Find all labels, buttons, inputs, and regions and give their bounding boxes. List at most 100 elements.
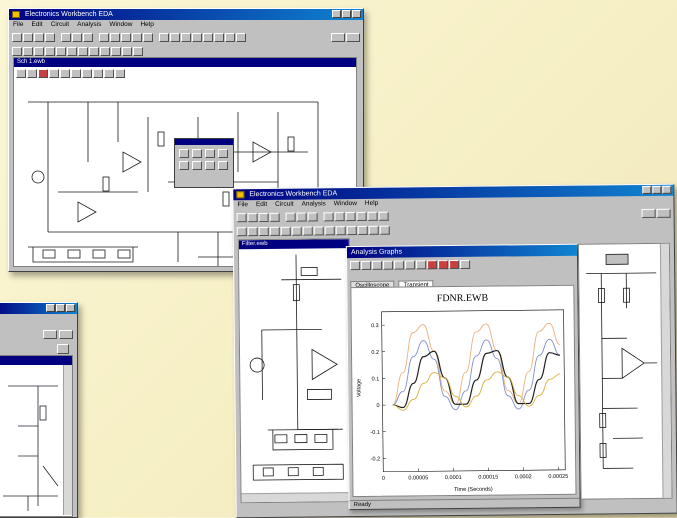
close-button[interactable] bbox=[66, 304, 75, 312]
save-icon[interactable] bbox=[34, 33, 44, 42]
component-indicator-icon[interactable] bbox=[225, 33, 235, 42]
pause-icon[interactable] bbox=[642, 208, 656, 217]
instrument-button[interactable] bbox=[218, 149, 228, 158]
menu-help[interactable]: Help bbox=[365, 199, 378, 209]
part-bin-icon[interactable] bbox=[89, 47, 99, 56]
grapher-button[interactable] bbox=[405, 260, 415, 269]
part-bin-icon[interactable] bbox=[369, 225, 379, 234]
component-instrument-icon[interactable] bbox=[236, 33, 246, 42]
grapher-button[interactable] bbox=[372, 260, 382, 269]
right-schematic-canvas[interactable]: Filter.ewb bbox=[238, 238, 353, 503]
vertical-scrollbar[interactable] bbox=[660, 244, 672, 498]
grapher-button[interactable] bbox=[350, 260, 360, 269]
part-bin-icon[interactable] bbox=[325, 226, 335, 235]
schematic-child-title[interactable]: Sch 1.ewb bbox=[14, 58, 356, 67]
part-bin-icon[interactable] bbox=[259, 226, 269, 235]
flip-horizontal-icon[interactable] bbox=[335, 212, 345, 221]
flip-vertical-icon[interactable] bbox=[121, 33, 131, 42]
maximize-button[interactable] bbox=[652, 186, 661, 194]
part-bin-icon[interactable] bbox=[78, 47, 88, 56]
menu-analysis[interactable]: Analysis bbox=[77, 20, 101, 30]
part-bin-icon[interactable] bbox=[82, 69, 92, 78]
zoom-out-icon[interactable] bbox=[368, 211, 378, 220]
menu-analysis[interactable]: Analysis bbox=[302, 199, 326, 209]
analysis-graph-window[interactable]: Analysis Graphs Oscilloscope Transient F… bbox=[346, 244, 581, 510]
minimize-button[interactable] bbox=[642, 186, 651, 194]
part-bin-icon[interactable] bbox=[237, 227, 247, 236]
instrument-panel[interactable] bbox=[174, 138, 234, 188]
part-bin-icon[interactable] bbox=[12, 47, 22, 56]
flip-horizontal-icon[interactable] bbox=[110, 33, 120, 42]
part-bin-icon[interactable] bbox=[336, 226, 346, 235]
part-bin-icon[interactable] bbox=[60, 69, 70, 78]
grapher-cursor-button[interactable] bbox=[438, 260, 448, 269]
help-icon[interactable] bbox=[379, 211, 389, 220]
part-bin-icon[interactable] bbox=[347, 226, 357, 235]
part-bin-icon[interactable] bbox=[23, 47, 33, 56]
bottom-left-title-bar[interactable] bbox=[0, 303, 77, 314]
zoom-in-icon[interactable] bbox=[132, 33, 142, 42]
part-bin-icon[interactable] bbox=[56, 47, 66, 56]
grapher-button[interactable] bbox=[460, 259, 470, 268]
part-bin-icon[interactable] bbox=[93, 69, 103, 78]
component-transistor-icon[interactable] bbox=[192, 33, 202, 42]
part-bin-icon[interactable] bbox=[122, 47, 132, 56]
part-bin-icon[interactable] bbox=[358, 225, 368, 234]
top-left-title-bar[interactable]: Electronics Workbench EDA bbox=[9, 9, 363, 20]
grapher-button[interactable] bbox=[416, 260, 426, 269]
menu-edit[interactable]: Edit bbox=[31, 20, 42, 30]
instrument-button[interactable] bbox=[192, 149, 202, 158]
part-bin-icon[interactable] bbox=[104, 69, 114, 78]
part-bin-icon[interactable] bbox=[16, 69, 26, 78]
maximize-button[interactable] bbox=[56, 304, 65, 312]
cut-icon[interactable] bbox=[61, 33, 71, 42]
bottom-left-schematic-canvas[interactable] bbox=[0, 355, 73, 517]
menu-help[interactable]: Help bbox=[140, 20, 153, 30]
rotate-icon[interactable] bbox=[324, 212, 334, 221]
power-switch-icon[interactable] bbox=[657, 208, 671, 217]
menu-file[interactable]: File bbox=[13, 20, 23, 30]
paste-icon[interactable] bbox=[308, 212, 318, 221]
right-app-window[interactable]: Electronics Workbench EDA File Edit Circ… bbox=[232, 184, 677, 518]
grapher-cursor-button[interactable] bbox=[427, 260, 437, 269]
part-bin-icon[interactable] bbox=[314, 226, 324, 235]
copy-icon[interactable] bbox=[297, 212, 307, 221]
part-bin-icon[interactable] bbox=[67, 47, 77, 56]
pause-icon[interactable] bbox=[331, 33, 345, 42]
component-source-icon[interactable] bbox=[159, 33, 169, 42]
menu-edit[interactable]: Edit bbox=[256, 200, 267, 210]
pause-icon[interactable] bbox=[43, 330, 57, 339]
part-bin-icon[interactable] bbox=[100, 47, 110, 56]
component-digital-icon[interactable] bbox=[214, 33, 224, 42]
grapher-button[interactable] bbox=[383, 260, 393, 269]
close-button[interactable] bbox=[662, 186, 671, 194]
part-bin-icon[interactable] bbox=[111, 47, 121, 56]
instrument-button[interactable] bbox=[205, 161, 215, 170]
part-bin-icon[interactable] bbox=[115, 69, 125, 78]
print-icon[interactable] bbox=[45, 33, 55, 42]
menu-window[interactable]: Window bbox=[109, 20, 132, 30]
zoom-out-icon[interactable] bbox=[143, 33, 153, 42]
part-bin-icon[interactable] bbox=[38, 69, 48, 78]
new-file-icon[interactable] bbox=[12, 33, 22, 42]
copy-icon[interactable] bbox=[72, 33, 82, 42]
component-diode-icon[interactable] bbox=[181, 33, 191, 42]
power-switch-icon[interactable] bbox=[346, 33, 360, 42]
component-analog-ic-icon[interactable] bbox=[203, 33, 213, 42]
paste-icon[interactable] bbox=[83, 33, 93, 42]
grapher-button[interactable] bbox=[394, 260, 404, 269]
part-bin-icon[interactable] bbox=[292, 226, 302, 235]
menu-window[interactable]: Window bbox=[334, 199, 357, 209]
part-bin-icon[interactable] bbox=[45, 47, 55, 56]
flip-vertical-icon[interactable] bbox=[346, 212, 356, 221]
instrument-button[interactable] bbox=[192, 161, 202, 170]
grapher-cursor-button[interactable] bbox=[449, 259, 459, 268]
part-bin-icon[interactable] bbox=[133, 47, 143, 56]
part-bin-icon[interactable] bbox=[71, 69, 81, 78]
horizontal-scrollbar[interactable] bbox=[241, 492, 349, 502]
grapher-button[interactable] bbox=[361, 260, 371, 269]
part-bin-icon[interactable] bbox=[49, 69, 59, 78]
minimize-button[interactable] bbox=[332, 10, 341, 18]
instrument-button[interactable] bbox=[179, 149, 189, 158]
menu-file[interactable]: File bbox=[237, 200, 248, 210]
